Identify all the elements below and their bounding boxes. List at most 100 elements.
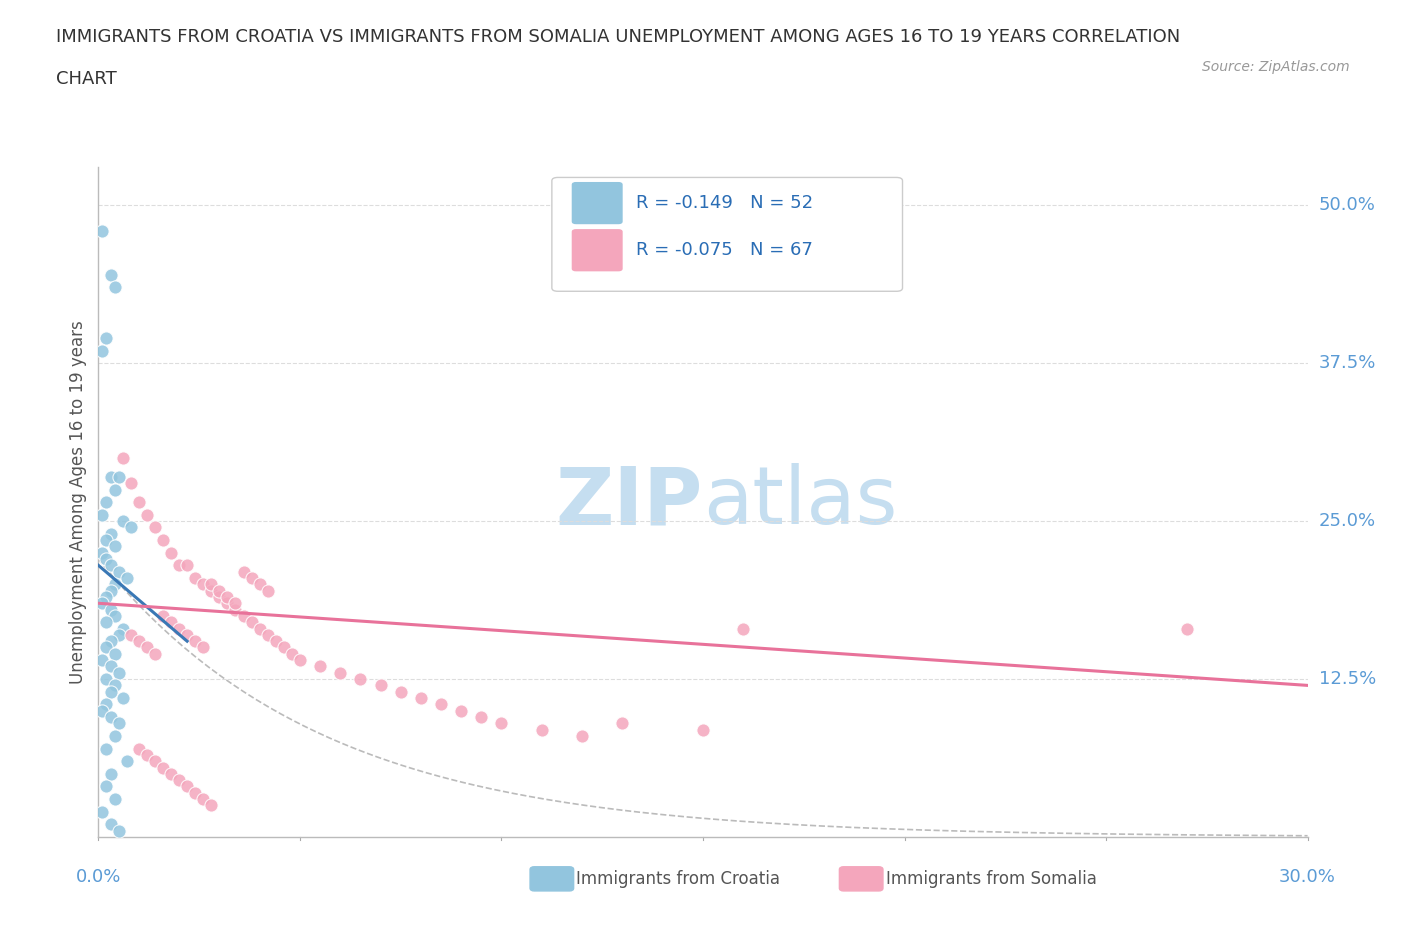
Point <box>96 615 118 630</box>
Point <box>128 741 150 756</box>
Point <box>135 748 157 763</box>
Point <box>96 779 118 794</box>
Text: 37.5%: 37.5% <box>1319 354 1376 372</box>
Point <box>107 665 129 680</box>
Point <box>103 791 125 806</box>
Point <box>224 602 246 617</box>
Point <box>733 621 755 636</box>
Point <box>193 577 215 591</box>
Text: 50.0%: 50.0% <box>1319 196 1375 214</box>
FancyBboxPatch shape <box>572 230 621 271</box>
Point <box>120 520 142 535</box>
Point <box>120 476 142 491</box>
Point <box>232 608 254 623</box>
Point <box>107 716 129 731</box>
Point <box>240 571 263 586</box>
Point <box>184 633 207 648</box>
Point <box>200 577 222 591</box>
Point <box>470 710 492 724</box>
Point <box>91 703 114 718</box>
Y-axis label: Unemployment Among Ages 16 to 19 years: Unemployment Among Ages 16 to 19 years <box>69 320 87 684</box>
Point <box>281 646 304 661</box>
Point <box>96 590 118 604</box>
Point <box>256 628 278 643</box>
Point <box>612 716 634 731</box>
Point <box>491 716 513 731</box>
Point <box>208 590 231 604</box>
Point <box>96 697 118 711</box>
Text: Immigrants from Croatia: Immigrants from Croatia <box>576 870 780 888</box>
Point <box>103 539 125 554</box>
Point <box>107 823 129 838</box>
Point <box>224 596 246 611</box>
Point <box>96 330 118 345</box>
Point <box>120 628 142 643</box>
Point <box>160 545 183 560</box>
Point <box>91 653 114 668</box>
Point <box>91 545 114 560</box>
Point <box>143 646 166 661</box>
Point <box>91 596 114 611</box>
Text: atlas: atlas <box>703 463 897 541</box>
Point <box>1175 621 1198 636</box>
Point <box>103 280 125 295</box>
Point <box>264 633 287 648</box>
Point <box>107 565 129 579</box>
Point <box>103 577 125 591</box>
Point <box>96 671 118 686</box>
Point <box>389 684 412 699</box>
Point <box>273 640 295 655</box>
Point <box>288 653 311 668</box>
Point <box>100 817 122 831</box>
Point <box>249 577 271 591</box>
Point <box>200 798 222 813</box>
Point <box>167 558 190 573</box>
Point <box>111 691 134 706</box>
Point <box>100 710 122 724</box>
Point <box>349 671 371 686</box>
Point <box>200 583 222 598</box>
Point <box>91 804 114 819</box>
Text: Immigrants from Somalia: Immigrants from Somalia <box>886 870 1097 888</box>
Point <box>91 223 114 238</box>
Point <box>100 766 122 781</box>
Text: 12.5%: 12.5% <box>1319 671 1376 688</box>
Point <box>100 633 122 648</box>
Text: R = -0.149   N = 52: R = -0.149 N = 52 <box>637 194 814 212</box>
Point <box>160 766 183 781</box>
Point <box>100 558 122 573</box>
Point <box>111 513 134 528</box>
Point <box>240 615 263 630</box>
Text: CHART: CHART <box>56 70 117 87</box>
Point <box>100 602 122 617</box>
Text: 25.0%: 25.0% <box>1319 512 1376 530</box>
Point <box>103 728 125 743</box>
Point <box>249 621 271 636</box>
Point <box>193 640 215 655</box>
Point <box>100 267 122 282</box>
Point <box>143 520 166 535</box>
Point <box>96 551 118 566</box>
Point <box>256 583 278 598</box>
Point <box>100 583 122 598</box>
Point <box>115 753 138 768</box>
Point <box>107 470 129 485</box>
Point <box>91 343 114 358</box>
Text: Source: ZipAtlas.com: Source: ZipAtlas.com <box>1202 60 1350 74</box>
Point <box>217 596 239 611</box>
Point <box>100 470 122 485</box>
Point <box>96 640 118 655</box>
Point <box>184 571 207 586</box>
Point <box>128 495 150 510</box>
Point <box>184 785 207 800</box>
Text: 30.0%: 30.0% <box>1279 868 1336 885</box>
Point <box>152 533 174 548</box>
Point <box>232 565 254 579</box>
Point <box>176 779 198 794</box>
Point <box>217 590 239 604</box>
Point <box>96 495 118 510</box>
Point <box>309 659 332 674</box>
Point <box>111 450 134 465</box>
Point <box>135 640 157 655</box>
Point <box>91 508 114 523</box>
